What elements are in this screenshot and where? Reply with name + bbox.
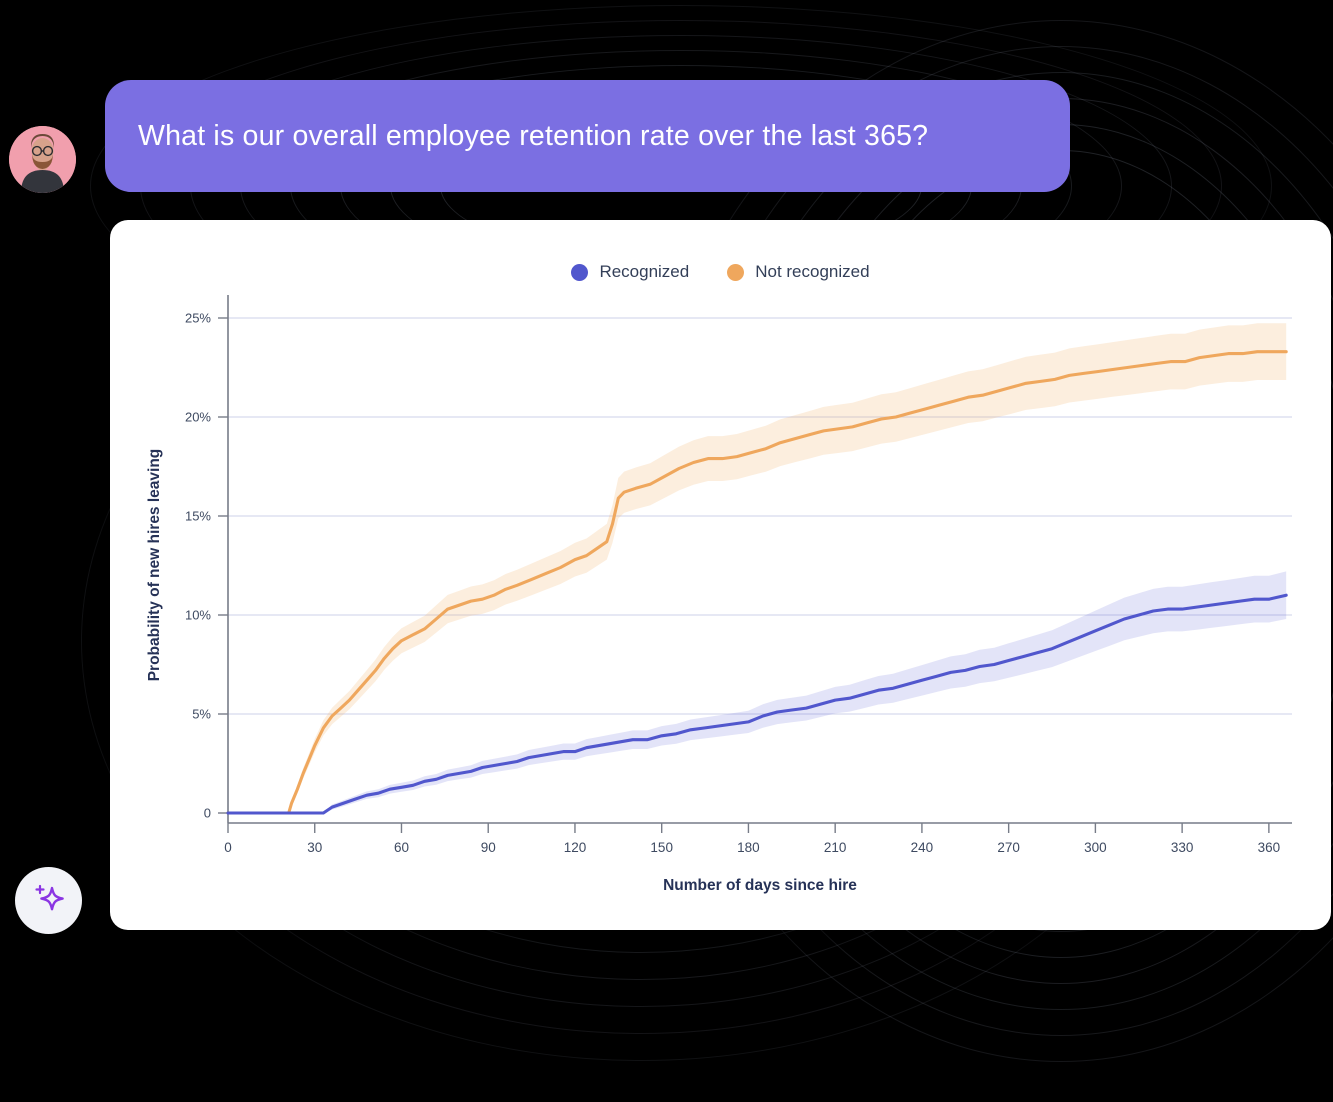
x-tick-label: 150 (650, 840, 673, 855)
legend-dot-not-recognized (727, 263, 745, 281)
legend-item-not-recognized: Not recognized (727, 262, 870, 282)
x-tick-label: 60 (394, 840, 409, 855)
y-tick-label: 0 (204, 806, 211, 821)
legend-label-recognized: Recognized (599, 262, 690, 281)
sparkle-icon (34, 884, 64, 910)
x-tick-label: 240 (911, 840, 934, 855)
y-tick-label: 5% (192, 707, 211, 722)
legend-item-recognized: Recognized (571, 262, 689, 282)
x-tick-label: 270 (997, 840, 1020, 855)
chart-card: Recognized Not recognized 0 5% 10% 15% 20% 25… (110, 220, 1331, 930)
legend-label-not-recognized: Not recognized (755, 262, 870, 281)
chat-message: What is our overall employee retention r… (138, 119, 929, 152)
y-tick-label: 25% (185, 311, 211, 326)
x-tick-label: 360 (1258, 840, 1281, 855)
chat-bubble: What is our overall employee retention r… (105, 80, 1070, 192)
x-tick-label: 30 (307, 840, 322, 855)
retention-chart: 0 5% 10% 15% 20% 25% 0 30 60 90 120 150 180 210 240 270… (185, 295, 1292, 855)
x-tick-label: 210 (824, 840, 847, 855)
x-tick-label: 180 (737, 840, 760, 855)
person-photo-icon (9, 126, 76, 193)
chart-legend: Recognized Not recognized (110, 262, 1331, 282)
x-tick-label: 0 (224, 840, 232, 855)
x-axis-title: Number of days since hire (663, 877, 857, 894)
avatar (9, 126, 76, 193)
y-tick-label: 10% (185, 608, 211, 623)
y-axis-title: Probability of new hires leaving (146, 448, 163, 682)
x-tick-label: 90 (481, 840, 496, 855)
ai-sparkle-button[interactable] (15, 867, 82, 934)
x-tick-label: 300 (1084, 840, 1107, 855)
x-tick-label: 330 (1171, 840, 1194, 855)
y-tick-label: 20% (185, 410, 211, 425)
x-tick-label: 120 (564, 840, 587, 855)
legend-dot-recognized (571, 263, 589, 281)
y-tick-label: 15% (185, 509, 211, 524)
